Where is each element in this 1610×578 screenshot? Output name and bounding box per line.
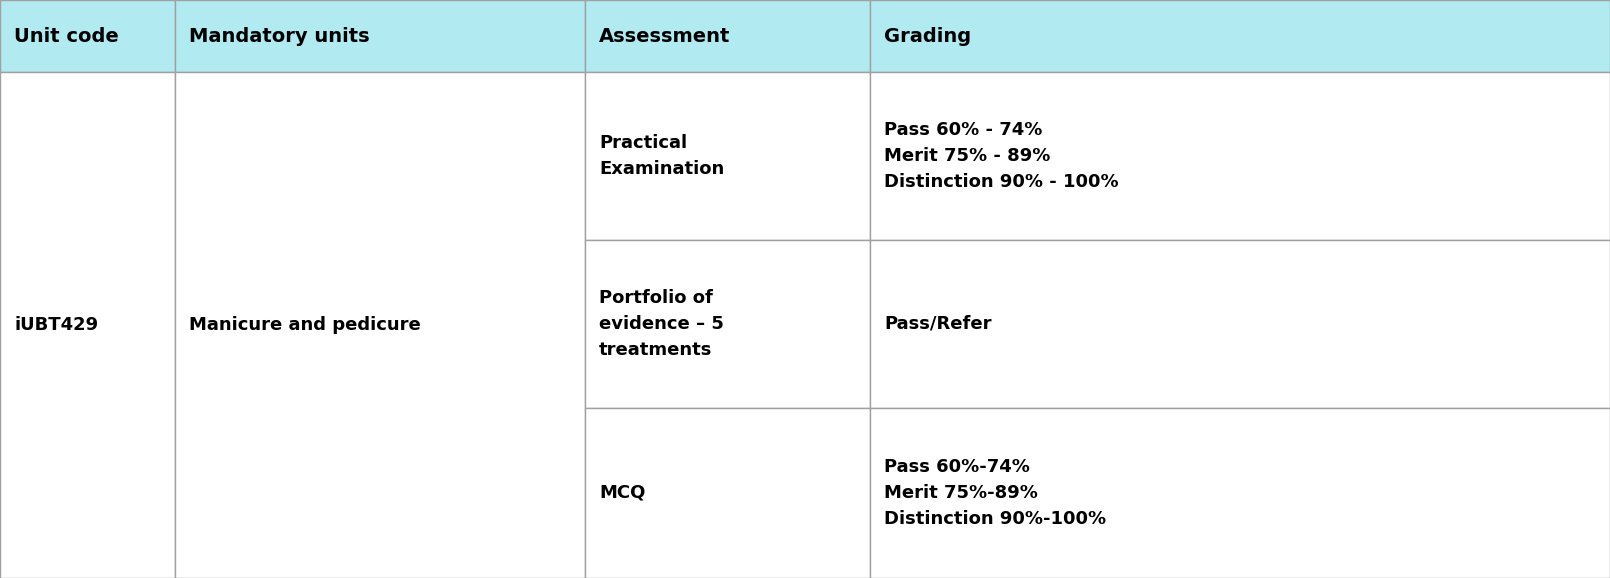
Bar xyxy=(869,72,1610,240)
Bar xyxy=(869,408,1610,578)
Text: iUBT429: iUBT429 xyxy=(14,316,98,334)
Text: Portfolio of
evidence – 5
treatments: Portfolio of evidence – 5 treatments xyxy=(599,288,724,360)
Text: Pass 60% - 74%
Merit 75% - 89%
Distinction 90% - 100%: Pass 60% - 74% Merit 75% - 89% Distincti… xyxy=(884,121,1119,191)
Bar xyxy=(175,72,584,578)
Bar xyxy=(0,72,175,578)
Text: MCQ: MCQ xyxy=(599,484,646,502)
Bar xyxy=(869,0,1610,72)
Bar xyxy=(175,0,584,72)
Text: Mandatory units: Mandatory units xyxy=(188,27,370,46)
Text: Unit code: Unit code xyxy=(14,27,119,46)
Bar xyxy=(0,0,175,72)
Text: Manicure and pedicure: Manicure and pedicure xyxy=(188,316,420,334)
Text: Grading: Grading xyxy=(884,27,971,46)
Bar xyxy=(584,408,869,578)
Bar xyxy=(584,72,869,240)
Bar xyxy=(584,0,869,72)
Text: Pass 60%-74%
Merit 75%-89%
Distinction 90%-100%: Pass 60%-74% Merit 75%-89% Distinction 9… xyxy=(884,458,1106,528)
Bar xyxy=(869,240,1610,408)
Text: Assessment: Assessment xyxy=(599,27,731,46)
Text: Pass/Refer: Pass/Refer xyxy=(884,315,992,333)
Text: Practical
Examination: Practical Examination xyxy=(599,134,724,178)
Bar xyxy=(584,240,869,408)
